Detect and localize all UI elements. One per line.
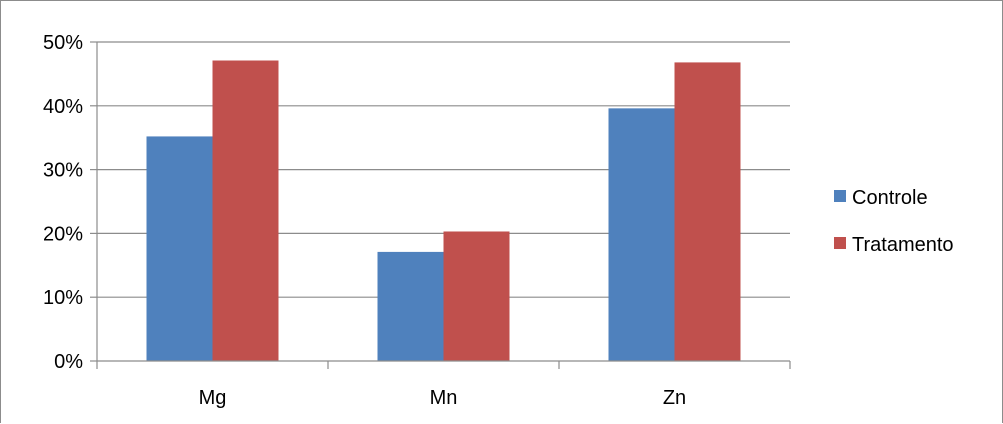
x-tick-label: Mn	[430, 387, 458, 409]
y-tick-label: 50%	[43, 32, 83, 54]
bar-controle-mn	[377, 251, 444, 361]
y-tick-label: 40%	[43, 96, 83, 118]
legend: Controle Tratamento	[834, 187, 954, 256]
y-tick-label: 0%	[54, 351, 83, 373]
bar-controle-zn	[608, 108, 675, 362]
y-tick-label: 10%	[43, 287, 83, 309]
bars	[146, 60, 741, 362]
bar-tratamento-zn	[674, 62, 741, 361]
y-tick-label: 20%	[43, 223, 83, 245]
y-tick-label: 30%	[43, 160, 83, 182]
x-tick-label: Zn	[663, 387, 686, 409]
legend-swatch-tratamento	[834, 237, 846, 249]
legend-label-tratamento: Tratamento	[852, 234, 954, 256]
axes: 0% 10% 20% 30% 40% 50% Mg Mn Zn	[43, 32, 791, 409]
x-tick-label: Mg	[199, 387, 227, 409]
bar-tratamento-mg	[212, 60, 279, 361]
legend-label-controle: Controle	[852, 187, 928, 209]
bar-tratamento-mn	[443, 231, 510, 361]
bar-controle-mg	[146, 136, 213, 361]
legend-swatch-controle	[834, 190, 846, 202]
